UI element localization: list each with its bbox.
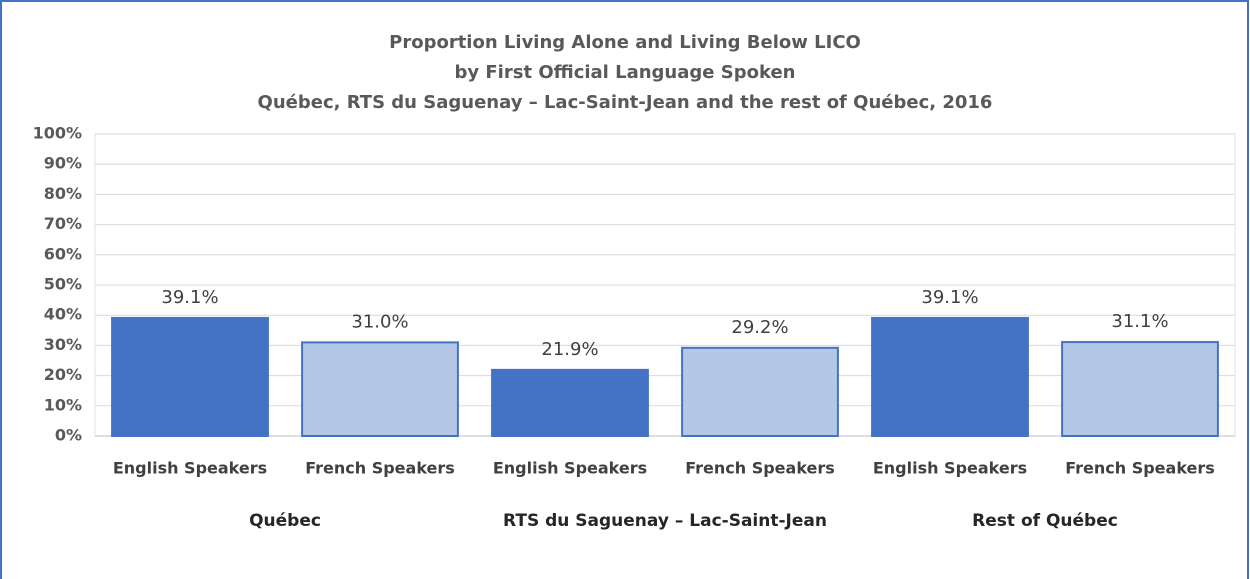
- y-tick-label: 70%: [44, 214, 82, 233]
- x-tick-label: English Speakers: [493, 459, 647, 478]
- y-tick-label: 10%: [44, 395, 82, 414]
- bar: [1061, 341, 1219, 437]
- group-label: Québec: [249, 511, 321, 531]
- y-tick-label: 0%: [55, 426, 82, 445]
- y-tick-label: 100%: [33, 124, 82, 143]
- chart-title: by First Official Language Spoken: [455, 62, 796, 83]
- bar: [111, 316, 269, 437]
- y-tick-label: 50%: [44, 275, 82, 294]
- x-tick-label: French Speakers: [685, 459, 835, 478]
- x-tick-label: English Speakers: [113, 459, 267, 478]
- x-tick-label: English Speakers: [873, 459, 1027, 478]
- y-tick-label: 30%: [44, 335, 82, 354]
- bar: [491, 368, 649, 437]
- bar: [681, 346, 839, 438]
- value-label: 21.9%: [541, 339, 598, 360]
- x-tick-label: French Speakers: [1065, 459, 1215, 478]
- x-tick-label: French Speakers: [305, 459, 455, 478]
- chart-title: Québec, RTS du Saguenay – Lac-Saint-Jean…: [258, 92, 993, 113]
- value-label: 39.1%: [161, 287, 218, 308]
- y-tick-label: 90%: [44, 154, 82, 173]
- chart-title: Proportion Living Alone and Living Below…: [389, 32, 861, 53]
- group-label: Rest of Québec: [972, 511, 1118, 531]
- bar: [301, 341, 459, 438]
- value-label: 39.1%: [921, 287, 978, 308]
- value-label: 31.1%: [1111, 311, 1168, 332]
- y-tick-label: 60%: [44, 244, 82, 263]
- y-tick-label: 80%: [44, 184, 82, 203]
- y-tick-label: 40%: [44, 305, 82, 324]
- y-tick-label: 20%: [44, 365, 82, 384]
- value-label: 31.0%: [351, 311, 408, 332]
- bar: [871, 316, 1029, 437]
- group-label: RTS du Saguenay – Lac-Saint-Jean: [503, 511, 827, 531]
- value-label: 29.2%: [731, 317, 788, 338]
